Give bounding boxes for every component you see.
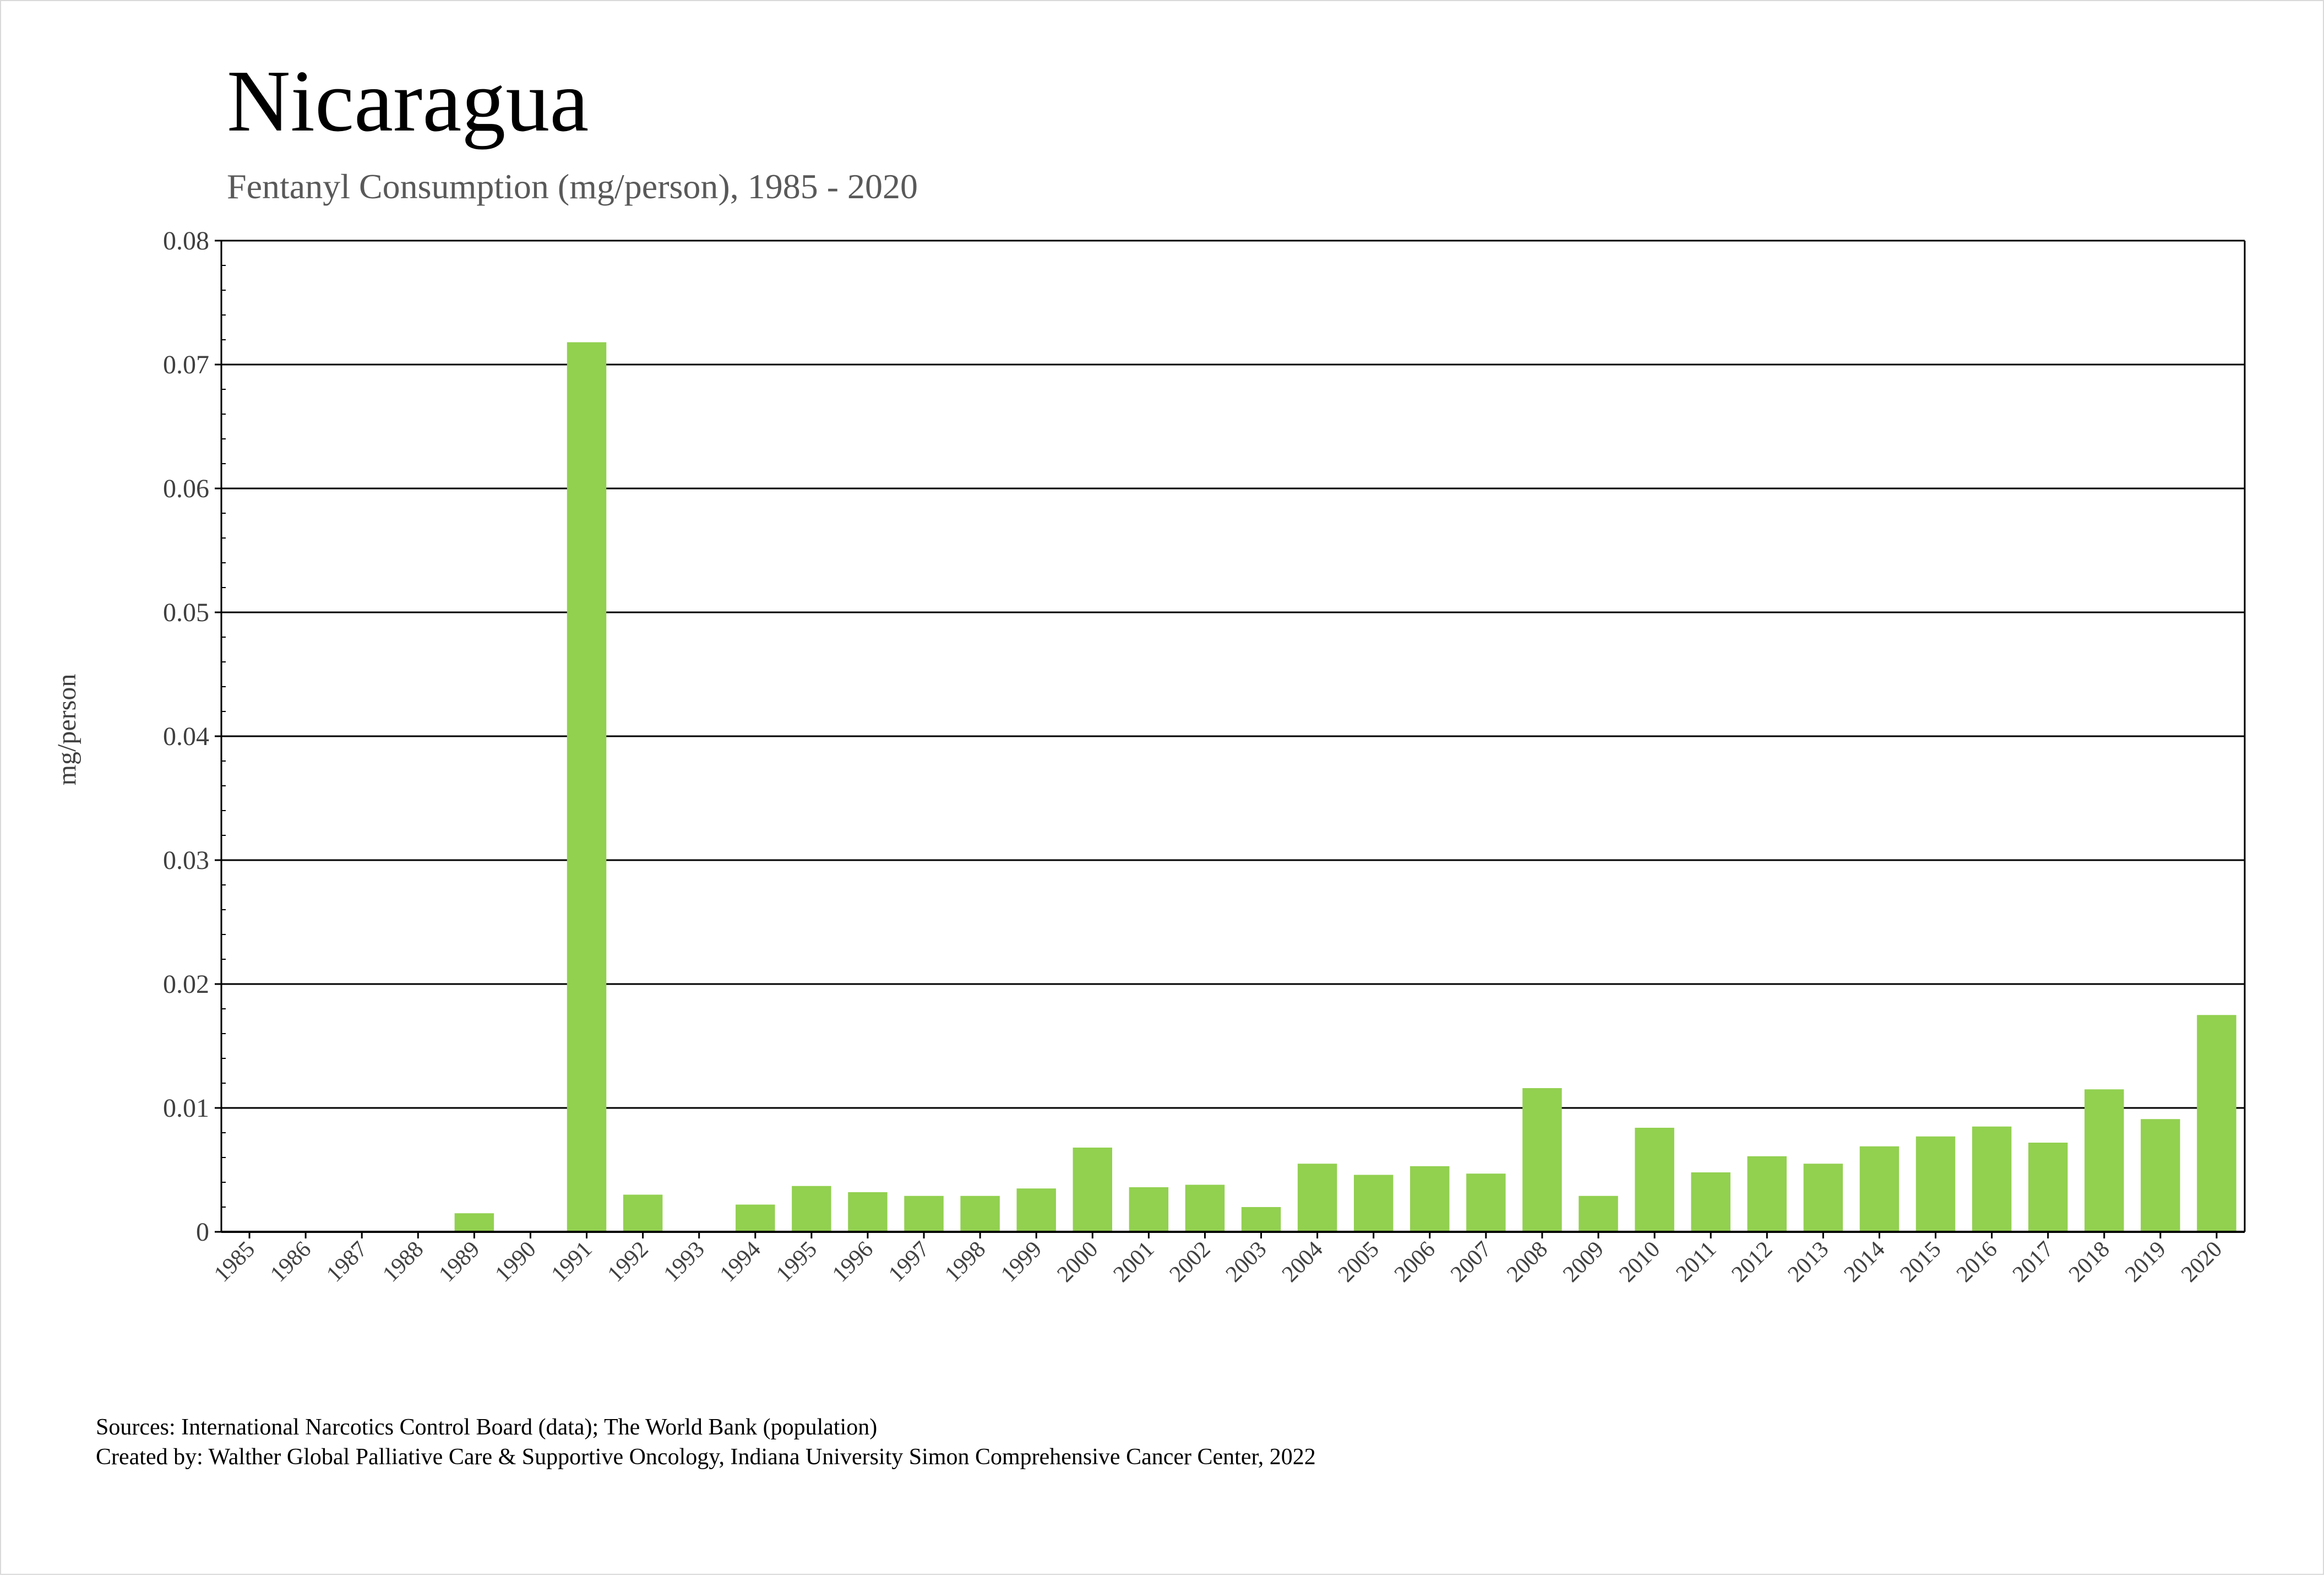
bar-1992: [623, 1194, 663, 1232]
bar-2001: [1129, 1187, 1169, 1232]
gridlines: [221, 240, 2245, 1109]
bar-2014: [1859, 1146, 1900, 1232]
bar-2008: [1522, 1088, 1562, 1232]
bar-2011: [1691, 1172, 1730, 1232]
x-tick-labels: 1985 1986 1987 1988 1989 1990 1991 1992 1993 1994…: [209, 1237, 2227, 1287]
bar-1991: [567, 342, 607, 1232]
bar-2003: [1241, 1207, 1281, 1232]
y-tick-label: 0: [196, 1218, 209, 1247]
bar-2015: [1915, 1136, 1956, 1232]
y-tick-label: 0.01: [163, 1094, 209, 1123]
bar-1989: [454, 1213, 494, 1232]
x-tick-label: 2012: [1727, 1237, 1777, 1287]
chart-subtitle: Fentanyl Consumption (mg/person), 1985 -…: [227, 167, 918, 206]
x-tick-label: 2018: [2064, 1237, 2115, 1287]
x-tick-label: 2008: [1502, 1237, 1553, 1287]
y-tick-label: 0.06: [163, 474, 209, 503]
bar-1996: [848, 1192, 888, 1232]
bar-2005: [1353, 1175, 1394, 1232]
y-tick-label: 0.05: [163, 598, 209, 627]
y-tick-labels: 0 0.01 0.02 0.03 0.04 0.05 0.06 0.07 0.08: [163, 226, 209, 1247]
bar-1997: [904, 1195, 944, 1232]
y-tick-label: 0.03: [163, 846, 209, 875]
x-tick-label: 1988: [378, 1237, 428, 1287]
bar-2009: [1579, 1195, 1618, 1232]
bar-1995: [792, 1186, 831, 1232]
y-tick-label: 0.07: [163, 350, 209, 379]
y-axis-label: mg/person: [52, 674, 81, 786]
x-tick-label: 1999: [996, 1237, 1047, 1287]
x-tick-label: 2010: [1614, 1237, 1665, 1287]
x-tick-label: 2020: [2176, 1237, 2227, 1287]
y-tick-label: 0.08: [163, 226, 209, 256]
x-tick-label: 1986: [265, 1237, 316, 1287]
x-tick-label: 2005: [1334, 1237, 1384, 1287]
x-tick-label: 2016: [1952, 1237, 2002, 1287]
bar-2004: [1297, 1164, 1337, 1232]
bar-2016: [1972, 1126, 2012, 1232]
x-tick-label: 1989: [434, 1237, 485, 1287]
x-tick-label: 1996: [828, 1237, 878, 1287]
y-tick-label: 0.04: [163, 722, 209, 751]
x-tick-label: 2004: [1277, 1237, 1328, 1287]
bar-1994: [736, 1204, 775, 1232]
bar-2000: [1073, 1148, 1113, 1232]
bar-2002: [1185, 1184, 1225, 1232]
source-line-2: Created by: Walther Global Palliative Ca…: [96, 1444, 1316, 1470]
x-tick-label: 2000: [1052, 1237, 1103, 1287]
x-tick-label: 2019: [2120, 1237, 2171, 1287]
bar-2006: [1410, 1166, 1450, 1232]
x-tick-label: 1991: [547, 1237, 597, 1287]
x-tick-label: 1990: [491, 1237, 541, 1287]
bar-2018: [2084, 1089, 2124, 1232]
x-tick-label: 2009: [1558, 1237, 1609, 1287]
x-tick-label: 2014: [1839, 1237, 1890, 1287]
bar-2013: [1803, 1164, 1843, 1232]
bar-2010: [1635, 1128, 1674, 1232]
x-tick-label: 2006: [1390, 1237, 1440, 1287]
bar-2012: [1747, 1156, 1787, 1232]
bar-2019: [2141, 1119, 2180, 1232]
bar-1998: [960, 1195, 1000, 1232]
bar-2020: [2197, 1015, 2236, 1232]
bars: [454, 342, 2236, 1232]
x-tick-label: 2011: [1671, 1237, 1721, 1287]
x-tick-label: 1985: [209, 1237, 260, 1287]
chart-title: Nicaragua: [227, 52, 589, 150]
x-tick-label: 1994: [715, 1237, 766, 1287]
x-tick-label: 2003: [1221, 1237, 1272, 1287]
x-tick-label: 1998: [940, 1237, 990, 1287]
x-tick-label: 2002: [1165, 1237, 1216, 1287]
x-tick-label: 2001: [1109, 1237, 1160, 1287]
y-tick-label: 0.02: [163, 970, 209, 999]
x-tick-label: 2017: [2008, 1237, 2059, 1287]
source-line-1: Sources: International Narcotics Control…: [96, 1415, 877, 1440]
x-tick-label: 2013: [1783, 1237, 1834, 1287]
x-tick-label: 1987: [322, 1237, 372, 1287]
x-tick-label: 1997: [884, 1237, 934, 1287]
x-tick-label: 2015: [1896, 1237, 1946, 1287]
bar-1999: [1016, 1188, 1056, 1232]
x-tick-label: 2007: [1446, 1237, 1496, 1287]
bar-2017: [2028, 1143, 2068, 1232]
x-tick-label: 1992: [603, 1237, 654, 1287]
axes: [215, 240, 2246, 1238]
x-tick-label: 1995: [771, 1237, 822, 1287]
x-tick-label: 1993: [659, 1237, 710, 1287]
bar-2007: [1466, 1173, 1506, 1232]
